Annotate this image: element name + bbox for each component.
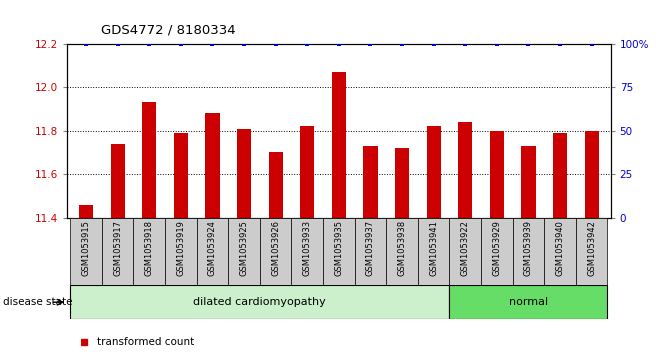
Bar — [134, 218, 165, 285]
Bar — [458, 122, 472, 218]
Bar — [260, 218, 291, 285]
Bar — [450, 285, 607, 319]
Bar — [174, 133, 188, 218]
Text: GSM1053939: GSM1053939 — [524, 220, 533, 276]
Bar — [584, 131, 599, 218]
Text: GSM1053937: GSM1053937 — [366, 220, 375, 276]
Text: GSM1053926: GSM1053926 — [271, 220, 280, 276]
Bar — [395, 148, 409, 218]
Bar — [386, 218, 418, 285]
Bar — [165, 218, 197, 285]
Bar — [331, 72, 346, 218]
Text: GSM1053940: GSM1053940 — [556, 220, 564, 276]
Bar — [291, 218, 323, 285]
Text: normal: normal — [509, 297, 548, 307]
Bar — [205, 113, 219, 218]
Bar — [228, 218, 260, 285]
Text: transformed count: transformed count — [97, 337, 195, 347]
Text: GSM1053925: GSM1053925 — [240, 220, 248, 276]
Bar — [544, 218, 576, 285]
Bar — [102, 218, 134, 285]
Bar — [142, 102, 156, 218]
Bar — [418, 218, 450, 285]
Bar — [70, 285, 450, 319]
Text: GSM1053917: GSM1053917 — [113, 220, 122, 276]
Bar — [79, 205, 93, 218]
Bar — [513, 218, 544, 285]
Bar — [521, 146, 535, 218]
Text: disease state: disease state — [3, 297, 73, 307]
Bar — [450, 218, 481, 285]
Text: GSM1053924: GSM1053924 — [208, 220, 217, 276]
Text: GSM1053919: GSM1053919 — [176, 220, 185, 276]
Bar — [237, 129, 251, 218]
Bar — [490, 131, 504, 218]
Text: GSM1053929: GSM1053929 — [493, 220, 501, 276]
Bar — [70, 218, 102, 285]
Bar — [197, 218, 228, 285]
Bar — [427, 126, 441, 218]
Text: GSM1053935: GSM1053935 — [334, 220, 344, 276]
Text: GSM1053915: GSM1053915 — [82, 220, 91, 276]
Bar — [553, 133, 567, 218]
Bar — [111, 144, 125, 218]
Text: GSM1053922: GSM1053922 — [461, 220, 470, 276]
Bar — [576, 218, 607, 285]
Text: GSM1053941: GSM1053941 — [429, 220, 438, 276]
Bar — [363, 146, 378, 218]
Text: dilated cardiomyopathy: dilated cardiomyopathy — [193, 297, 326, 307]
Text: GSM1053918: GSM1053918 — [145, 220, 154, 276]
Text: GSM1053942: GSM1053942 — [587, 220, 596, 276]
Bar — [481, 218, 513, 285]
Bar — [355, 218, 386, 285]
Text: GSM1053933: GSM1053933 — [303, 220, 312, 276]
Text: GSM1053938: GSM1053938 — [397, 220, 407, 276]
Bar — [268, 152, 282, 218]
Bar — [323, 218, 355, 285]
Bar — [300, 126, 315, 218]
Text: GDS4772 / 8180334: GDS4772 / 8180334 — [101, 23, 236, 36]
